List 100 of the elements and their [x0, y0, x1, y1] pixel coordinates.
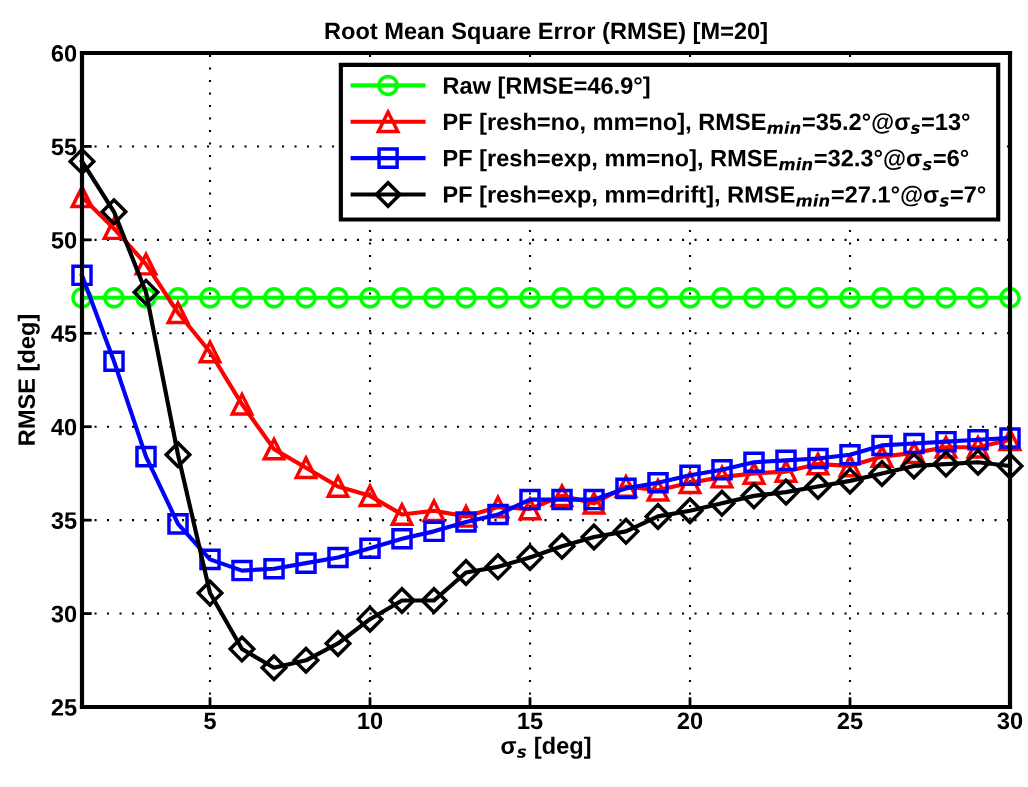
- x-tick-label: 15: [518, 712, 543, 730]
- point: [390, 503, 414, 526]
- point: [455, 287, 477, 309]
- y-tick-label: 25: [51, 699, 77, 716]
- point: [871, 287, 893, 309]
- point: [807, 447, 829, 470]
- y-tick-label: 50: [51, 231, 77, 249]
- point: [900, 452, 928, 480]
- point: [932, 450, 960, 478]
- point: [230, 392, 254, 416]
- point: [996, 452, 1024, 480]
- point: [71, 264, 93, 287]
- point: [999, 287, 1021, 309]
- point: [420, 586, 448, 615]
- point: [292, 646, 320, 674]
- point: [358, 484, 382, 508]
- point: [583, 287, 605, 309]
- point: [644, 502, 672, 530]
- point: [708, 489, 736, 517]
- chart-title: Root Mean Square Error (RMSE) [M=20]: [325, 22, 767, 45]
- x-tick-label: 30: [997, 712, 1023, 730]
- point: [836, 467, 864, 495]
- point: [935, 287, 957, 309]
- point: [231, 559, 253, 582]
- point: [231, 287, 253, 309]
- y-tick-label: 55: [51, 138, 77, 156]
- legend-label: PF [resh=no, mm=no], RMSE$_{min}$=35.2°@σ$_{s}$=13°: [443, 112, 970, 135]
- point: [743, 287, 765, 309]
- point: [164, 441, 192, 469]
- point: [452, 558, 480, 586]
- point: [199, 287, 221, 309]
- point: [804, 472, 832, 501]
- point: [359, 537, 381, 559]
- point: [487, 287, 509, 309]
- x-axis-title: σ$_{s}$ [deg]: [501, 736, 591, 759]
- point: [964, 448, 992, 476]
- y-tick-label: 45: [51, 325, 77, 343]
- point: [775, 449, 797, 472]
- point: [388, 586, 416, 615]
- point: [612, 517, 640, 545]
- point: [484, 553, 512, 581]
- point: [548, 532, 576, 560]
- point: [294, 456, 318, 480]
- legend-label: PF [resh=exp, mm=drift], RMSE$_{min}$=27.1°@σ$_{s}$=7°: [443, 185, 986, 208]
- point: [167, 513, 189, 535]
- point: [807, 287, 829, 309]
- y-tick-label: 60: [51, 45, 77, 62]
- point: [359, 287, 381, 309]
- point: [327, 546, 349, 569]
- point: [775, 287, 797, 309]
- point: [868, 459, 896, 487]
- point: [166, 301, 190, 325]
- point: [391, 287, 413, 309]
- point: [967, 287, 989, 309]
- point: [551, 287, 573, 309]
- point: [135, 445, 157, 468]
- point: [391, 528, 413, 550]
- point: [423, 520, 445, 543]
- point: [743, 451, 765, 473]
- point: [711, 458, 733, 481]
- point: [903, 287, 925, 309]
- point: [263, 287, 285, 309]
- point: [103, 287, 125, 309]
- point: [295, 552, 317, 574]
- point: [197, 338, 223, 364]
- y-axis-title: RMSE [deg]: [17, 315, 40, 445]
- point: [132, 278, 160, 306]
- point: [740, 482, 768, 510]
- point: [487, 503, 509, 526]
- point: [967, 429, 989, 451]
- point: [679, 287, 701, 309]
- point: [263, 557, 285, 580]
- point: [295, 287, 317, 309]
- point: [326, 475, 350, 498]
- point: [903, 432, 925, 455]
- point: [103, 350, 125, 373]
- point: [423, 287, 445, 309]
- x-tick-label: 10: [358, 712, 383, 730]
- point: [711, 287, 733, 309]
- x-tick-label: 20: [677, 712, 703, 730]
- point: [70, 185, 94, 209]
- point: [455, 511, 477, 533]
- point: [422, 499, 446, 523]
- point: [260, 654, 288, 682]
- point: [327, 287, 349, 309]
- point: [676, 497, 704, 525]
- legend-label: Raw [RMSE=46.9°]: [443, 76, 650, 99]
- point: [647, 287, 669, 309]
- point: [356, 605, 384, 633]
- point: [839, 443, 861, 466]
- point: [324, 629, 352, 657]
- point: [647, 472, 669, 494]
- point: [519, 287, 541, 309]
- y-tick-label: 35: [51, 512, 77, 529]
- point: [871, 434, 893, 457]
- y-tick-label: 40: [51, 418, 77, 436]
- point: [679, 464, 701, 487]
- point: [516, 543, 544, 572]
- y-tick-label: 30: [51, 605, 77, 623]
- point: [196, 579, 224, 607]
